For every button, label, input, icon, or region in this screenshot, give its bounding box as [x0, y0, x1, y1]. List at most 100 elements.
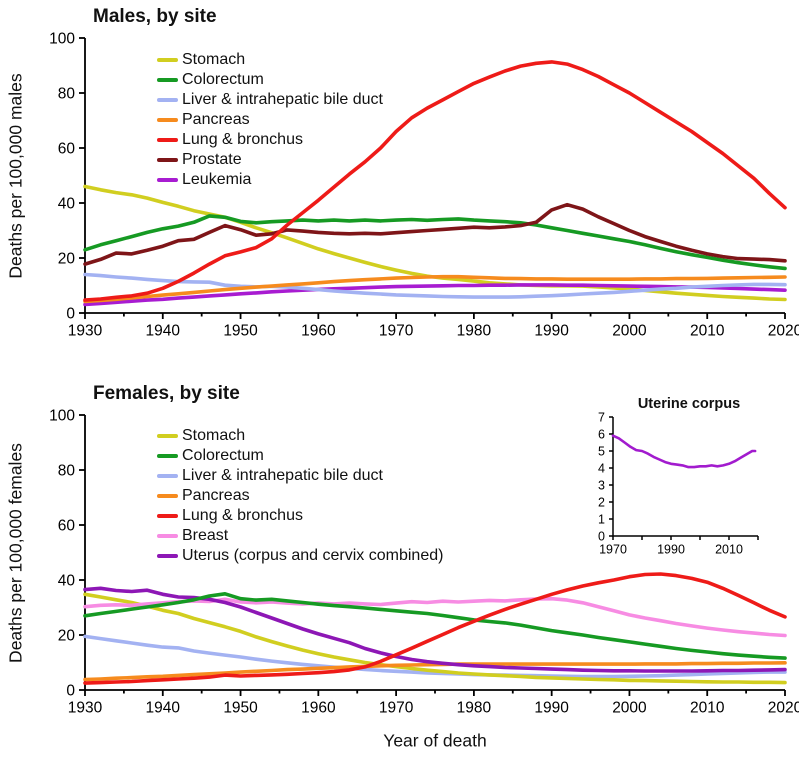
legend-label-breast: Breast	[182, 527, 229, 544]
uterine-corpus-y-tick-label: 7	[598, 410, 605, 424]
legend-item-lung-bronchus: Lung & bronchus	[157, 506, 443, 526]
x-axis-label: Year of death	[383, 730, 487, 751]
legend-label-lung-bronchus: Lung & bronchus	[182, 507, 303, 524]
uterine-corpus-y-tick-label: 6	[598, 427, 605, 441]
legend-swatch-stomach	[157, 57, 178, 63]
series-line-breast	[83, 596, 787, 638]
females-x-tick-label: 1990	[534, 700, 569, 717]
legend-label-liver-intrahepatic-bile-duct: Liver & intrahepatic bile duct	[182, 91, 383, 108]
uterine-corpus-y-tick-label: 1	[598, 512, 605, 526]
males-legend: Stomach Colorectum Liver & intrahepatic bi…	[157, 50, 383, 190]
legend-swatch-pancreas	[157, 493, 178, 499]
legend-swatch-uterus-corpus-and-cervix-combined	[157, 553, 178, 559]
series-line-stomach	[83, 592, 787, 685]
legend-item-pancreas: Pancreas	[157, 486, 443, 506]
males-chart: 0 20 40 60 80 100 1930 1940 1950 1960 1970 1980 1990…	[49, 30, 799, 339]
series-line-pancreas	[83, 660, 787, 682]
males-y-tick-label: 20	[58, 250, 76, 267]
uterine-corpus-axes	[612, 417, 758, 537]
females-x-tick-label: 1960	[301, 700, 336, 717]
males-y-tick-label: 0	[66, 305, 75, 322]
series-line-lung-bronchus	[83, 572, 787, 685]
females-x-tick-label: 1980	[457, 700, 492, 717]
legend-item-liver-intrahepatic-bile-duct: Liver & intrahepatic bile duct	[157, 466, 443, 486]
series-line-liver-intrahepatic-bile-duct	[83, 272, 787, 299]
males-x-tick-label: 1990	[534, 323, 569, 340]
males-x-tick-label: 2010	[690, 323, 725, 340]
females-x-tick-label: 1940	[146, 700, 181, 717]
legend-swatch-colorectum	[157, 77, 178, 83]
series-line-lung-bronchus	[83, 60, 787, 302]
females-x-tick-label: 2010	[690, 700, 725, 717]
legend-item-uterus-corpus-and-cervix-combined: Uterus (corpus and cervix combined)	[157, 546, 443, 566]
legend-swatch-liver-intrahepatic-bile-duct	[157, 473, 178, 479]
males-y-tick-label: 80	[58, 85, 76, 102]
legend-item-lung-bronchus: Lung & bronchus	[157, 130, 383, 150]
uterine-corpus-chart: 0 1 2 3 4 5 6 7 1970 1990 2010	[598, 410, 759, 557]
uterine-corpus-y-tick-label: 2	[598, 495, 605, 509]
females-legend: Stomach Colorectum Liver & intrahepatic bi…	[157, 426, 443, 566]
series-line-pancreas	[83, 274, 787, 304]
legend-label-uterus-corpus-and-cervix-combined: Uterus (corpus and cervix combined)	[182, 547, 444, 564]
uterine-corpus-x-tick-label: 1990	[657, 543, 685, 557]
legend-label-prostate: Prostate	[182, 151, 242, 168]
legend-label-pancreas: Pancreas	[182, 111, 250, 128]
females-x-tick-label: 2020	[768, 700, 799, 717]
legend-swatch-pancreas	[157, 117, 178, 123]
females-x-tick-label: 1930	[68, 700, 103, 717]
legend-label-colorectum: Colorectum	[182, 447, 264, 464]
males-x-tick-label: 1930	[68, 323, 103, 340]
uterine-corpus-y-tick-label: 0	[598, 529, 605, 543]
males-y-tick-label: 100	[49, 30, 75, 47]
males-y-tick-label: 60	[58, 140, 76, 157]
legend-swatch-lung-bronchus	[157, 137, 178, 143]
legend-label-liver-intrahepatic-bile-duct: Liver & intrahepatic bile duct	[182, 467, 383, 484]
legend-swatch-breast	[157, 533, 178, 539]
legend-swatch-colorectum	[157, 453, 178, 459]
males-x-tick-label: 1970	[379, 323, 414, 340]
legend-label-leukemia: Leukemia	[182, 171, 252, 188]
males-x-tick-label: 2020	[768, 323, 799, 340]
females-x-tick-label: 1970	[379, 700, 414, 717]
series-line-leukemia	[83, 283, 787, 307]
legend-item-prostate: Prostate	[157, 150, 383, 170]
uterine-corpus-inset-title: Uterine corpus	[637, 396, 741, 412]
males-x-tick-label: 1950	[223, 323, 258, 340]
legend-item-breast: Breast	[157, 526, 443, 546]
series-line-colorectum	[83, 591, 787, 660]
males-y-tick-label: 40	[58, 195, 76, 212]
legend-label-lung-bronchus: Lung & bronchus	[182, 131, 303, 148]
legend-item-colorectum: Colorectum	[157, 446, 443, 466]
uterine-corpus-y-tick-label: 3	[598, 478, 605, 492]
females-x-tick-label: 1950	[223, 700, 258, 717]
females-y-tick-label: 0	[66, 682, 75, 699]
females-y-axis-label: Deaths per 100,000 females	[5, 443, 26, 663]
females-y-tick-label: 60	[58, 517, 76, 534]
females-chart-title: Females, by site	[93, 383, 240, 404]
females-y-tick-label: 80	[58, 462, 76, 479]
legend-item-stomach: Stomach	[157, 50, 383, 70]
legend-swatch-stomach	[157, 433, 178, 439]
series-line-uterine-corpus	[611, 434, 757, 469]
series-line-colorectum	[83, 214, 787, 271]
uterine-corpus-y-tick-label: 4	[598, 461, 605, 475]
legend-item-pancreas: Pancreas	[157, 110, 383, 130]
legend-swatch-lung-bronchus	[157, 513, 178, 519]
uterine-corpus-x-tick-label: 2010	[715, 543, 743, 557]
uterine-corpus-x-tick-label: 1970	[599, 543, 627, 557]
legend-label-pancreas: Pancreas	[182, 487, 250, 504]
legend-swatch-prostate	[157, 157, 178, 163]
legend-item-colorectum: Colorectum	[157, 70, 383, 90]
uterine-corpus-y-tick-label: 5	[598, 444, 605, 458]
females-x-tick-label: 2000	[612, 700, 647, 717]
legend-label-stomach: Stomach	[182, 51, 246, 68]
legend-swatch-leukemia	[157, 177, 178, 183]
legend-swatch-liver-intrahepatic-bile-duct	[157, 97, 178, 103]
females-y-tick-label: 20	[58, 627, 76, 644]
legend-item-liver-intrahepatic-bile-duct: Liver & intrahepatic bile duct	[157, 90, 383, 110]
females-y-tick-label: 40	[58, 572, 76, 589]
series-line-prostate	[83, 202, 787, 266]
